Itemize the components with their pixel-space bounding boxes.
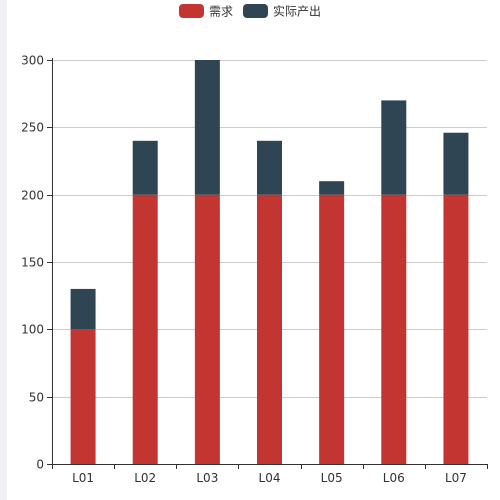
legend-swatch	[178, 4, 204, 18]
legend-label: 需求	[209, 5, 233, 19]
bar-demand-l02[interactable]	[132, 194, 158, 465]
legend-label: 实际产出	[273, 4, 321, 19]
bar-actual-output-l02[interactable]	[132, 140, 158, 195]
bar-actual-output-l07[interactable]	[443, 132, 469, 195]
bar-demand-l04[interactable]	[257, 194, 282, 465]
legend-item-actual-output[interactable]: 实际产出	[243, 4, 321, 19]
x-tick-label: L01	[72, 471, 94, 485]
y-tick-label: 100	[21, 323, 44, 337]
bar-demand-l06[interactable]	[381, 194, 407, 465]
y-tick-label: 250	[21, 121, 44, 135]
axes	[47, 58, 488, 469]
legend-swatch	[243, 4, 268, 18]
bar-actual-output-l06[interactable]	[381, 100, 407, 195]
x-tick-label: L04	[259, 471, 281, 485]
x-axis-tick-labels: L01 L02 L03 L04 L05 L06 L07	[72, 471, 467, 485]
legend[interactable]: 需求 实际产出	[178, 4, 321, 19]
bar-demand-l07[interactable]	[443, 194, 469, 465]
y-tick-label: 50	[29, 391, 44, 405]
left-edge-strip	[0, 0, 7, 500]
y-axis-tick-labels: 0 50 100 150 200 250 300	[21, 54, 44, 472]
legend-item-demand[interactable]: 需求	[178, 4, 233, 19]
bar-demand-l01[interactable]	[70, 329, 96, 464]
y-tick-label: 300	[21, 54, 44, 68]
y-tick-label: 150	[21, 256, 44, 270]
bars	[70, 60, 469, 465]
x-tick-label: L07	[445, 471, 467, 485]
y-tick-label: 200	[21, 189, 44, 203]
bar-demand-l03[interactable]	[194, 194, 220, 465]
y-tick-label: 0	[36, 458, 44, 472]
x-tick-label: L05	[321, 471, 343, 485]
bar-demand-l05[interactable]	[319, 194, 345, 465]
bar-actual-output-l03[interactable]	[194, 60, 220, 195]
x-tick-label: L03	[196, 471, 218, 485]
x-tick-label: L06	[383, 471, 405, 485]
bar-actual-output-l01[interactable]	[70, 288, 96, 330]
bar-actual-output-l05[interactable]	[319, 181, 345, 195]
bar-actual-output-l04[interactable]	[257, 140, 282, 195]
x-tick-label: L02	[134, 471, 156, 485]
